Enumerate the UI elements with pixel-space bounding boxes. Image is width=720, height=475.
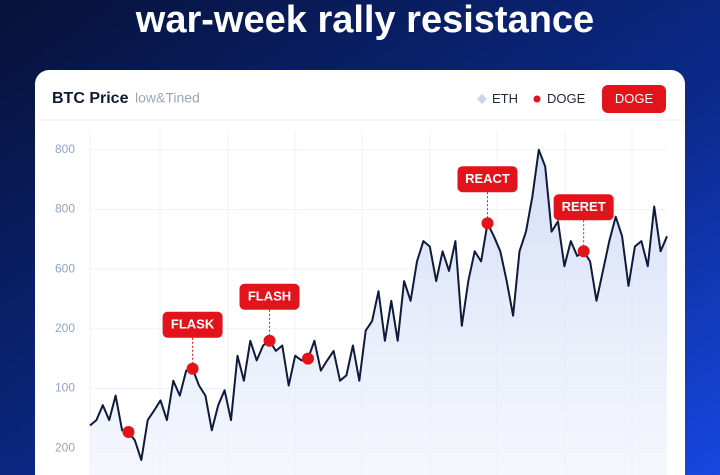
annotation-box [553, 194, 614, 221]
annotation-marker [122, 426, 135, 439]
chart-subtitle: low&Tined [135, 90, 200, 106]
y-tick-label: 200 [55, 321, 75, 335]
annotation-label: FLASK [171, 317, 215, 332]
legend-label: DOGE [547, 91, 586, 106]
annotation-marker [263, 334, 276, 347]
annotation-marker [577, 245, 590, 258]
y-tick-label: 100 [55, 381, 75, 395]
annotation-box [239, 283, 300, 310]
annotation-box [457, 166, 518, 193]
y-tick-label: 200 [55, 440, 75, 454]
plot: 200 100 200 600 800 800 FLASK FLASH REACT RERET [55, 130, 668, 475]
legend-label: ETH [492, 91, 518, 106]
annotation-box [162, 311, 223, 338]
y-tick-label: 800 [55, 202, 75, 216]
annotation-label: RERET [562, 199, 606, 214]
button-label[interactable]: DOGE [615, 91, 654, 106]
chart-title: BTC Price [52, 90, 129, 107]
legend-swatch [533, 95, 541, 103]
annotation-label: FLASH [248, 289, 291, 304]
headline: war-week rally resistance [135, 0, 594, 41]
annotation-marker [481, 217, 494, 230]
button[interactable] [602, 85, 666, 113]
line [89, 148, 668, 462]
y-tick-label: 800 [55, 142, 75, 156]
annotation-marker [301, 352, 314, 365]
annotation-marker [186, 362, 199, 375]
legend: ETH DOGE [477, 91, 586, 106]
annotation-label: REACT [465, 171, 510, 186]
y-tick-label: 600 [55, 261, 75, 275]
